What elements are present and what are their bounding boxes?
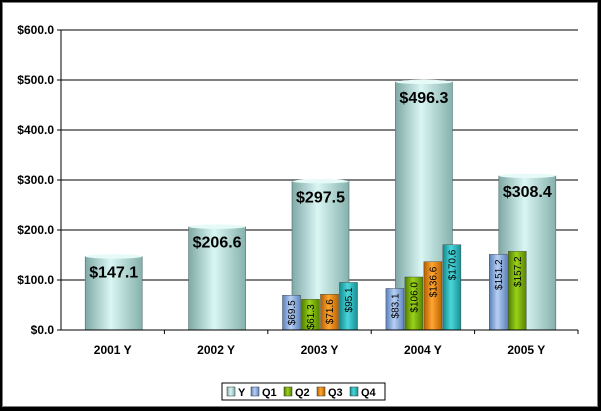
bar-annual-cap [395,79,453,85]
annual-value-label: $496.3 [399,90,448,107]
x-tick-label: 2004 Y [404,343,442,357]
annual-value-label: $147.1 [89,264,138,281]
quarter-value-label: $83.1 [390,293,401,318]
annual-value-label: $297.5 [296,189,345,206]
legend-swatch [250,386,260,397]
y-tick-label: $200.0 [17,223,54,237]
bar-annual [188,226,246,331]
bar-annual-cap [498,173,556,178]
y-tick-label: $600.0 [17,23,54,37]
quarter-value-label: $61.3 [306,304,317,329]
bar-annual-cap [85,254,143,259]
x-tick-label: 2003 Y [301,343,339,357]
legend-swatch [316,386,326,397]
annual-value-label: $308.4 [503,184,552,201]
quarter-value-label: $136.6 [428,266,439,297]
quarter-value-label: $151.2 [494,259,505,290]
legend-label: Q4 [361,387,377,399]
bar-annual-cap [292,179,349,184]
x-tick-label: 2001 Y [94,343,132,357]
legend-swatch [226,386,236,397]
legend-label: Q2 [295,387,310,399]
chart-frame: $147.1 $206.6 $297.5 $69.5 $61.3 $71.6 $95.1 $4… [2,2,598,407]
legend-label: Q1 [262,387,277,399]
y-tick-label: $0.0 [31,323,55,337]
quarter-value-label: $69.5 [287,300,298,325]
legend-swatch [283,386,293,397]
x-tick-label: 2002 Y [197,343,235,357]
y-tick-label: $300.0 [17,173,54,187]
legend-label: Q3 [328,387,343,399]
legend-box [221,382,386,401]
annual-value-label: $206.6 [193,235,242,252]
legend-label: Y [238,387,246,399]
legend-swatch [349,386,359,397]
bar-annual-cap [188,224,246,229]
bar-chart: $147.1 $206.6 $297.5 $69.5 $61.3 $71.6 $95.1 $4… [17,23,579,401]
y-tick-label: $500.0 [17,73,54,87]
y-tick-label: $400.0 [17,123,54,137]
y-tick-label: $100.0 [17,273,54,287]
quarter-value-label: $106.0 [409,282,420,313]
quarter-value-label: $71.6 [325,299,336,324]
quarter-value-label: $95.1 [344,287,355,312]
quarter-value-label: $170.6 [447,249,458,280]
quarter-value-label: $157.2 [513,256,524,287]
x-tick-label: 2005 Y [507,343,545,357]
